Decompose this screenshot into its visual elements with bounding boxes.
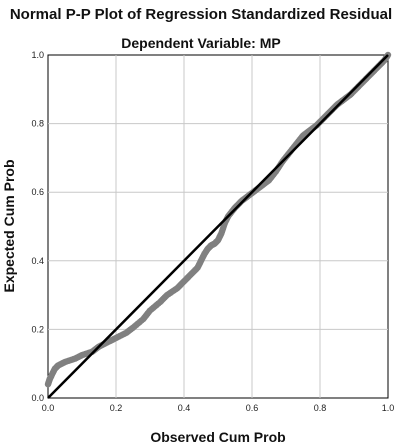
chart-subtitle: Dependent Variable: MP — [121, 35, 281, 51]
x-tick-label: 0.0 — [42, 403, 55, 413]
x-tick-label: 0.6 — [246, 403, 259, 413]
y-tick-label: 0.6 — [31, 187, 44, 197]
y-tick-label: 0.8 — [31, 119, 44, 129]
reference-line — [47, 54, 389, 399]
y-tick-label: 1.0 — [31, 50, 44, 60]
y-tick-label: 0.2 — [31, 324, 44, 334]
x-tick-label: 0.4 — [178, 403, 191, 413]
y-tick-label: 0.4 — [31, 256, 44, 266]
x-axis-title: Observed Cum Prob — [150, 429, 285, 445]
x-tick-label: 1.0 — [382, 403, 395, 413]
chart-title: Normal P-P Plot of Regression Standardiz… — [9, 6, 393, 23]
y-axis-ticks: 0.0 0.2 0.4 0.6 0.8 1.0 — [31, 50, 44, 403]
x-tick-label: 0.8 — [314, 403, 327, 413]
x-axis-ticks: 0.0 0.2 0.4 0.6 0.8 1.0 — [42, 403, 395, 413]
x-tick-label: 0.2 — [110, 403, 123, 413]
y-tick-label: 0.0 — [31, 393, 44, 403]
y-axis-title: Expected Cum Prob — [1, 159, 17, 292]
